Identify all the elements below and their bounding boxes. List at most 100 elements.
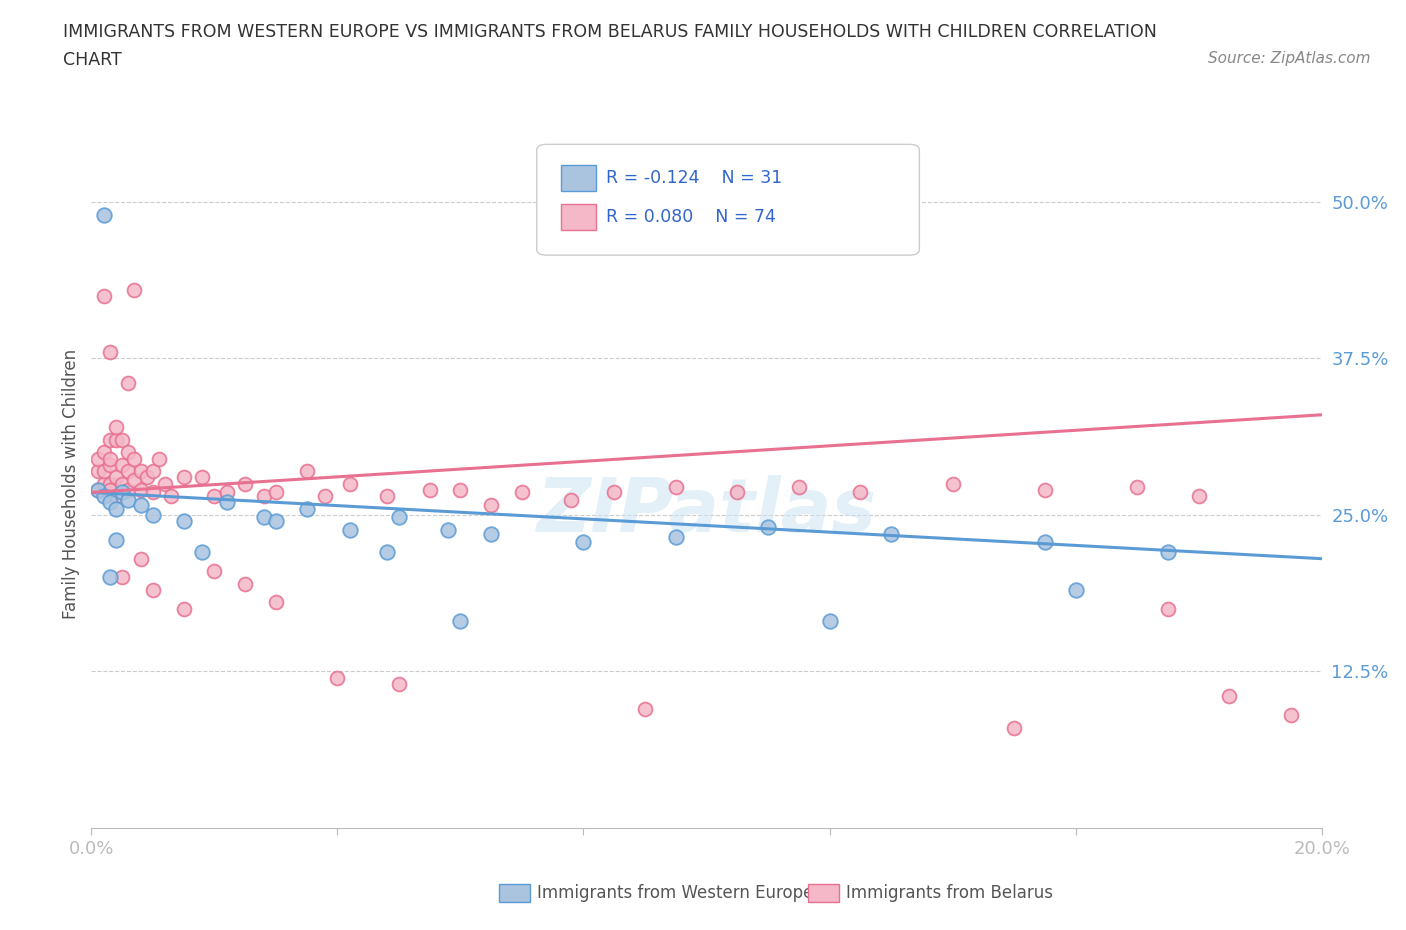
Point: [111, 485, 134, 499]
Point: [295, 464, 318, 479]
Text: R = 0.080    N = 74: R = 0.080 N = 74: [606, 208, 776, 226]
Point: [388, 676, 411, 691]
Point: [849, 485, 872, 499]
Point: [1033, 535, 1056, 550]
Point: [264, 513, 287, 528]
Text: ZIPatlas: ZIPatlas: [537, 474, 876, 548]
Text: Immigrants from Belarus: Immigrants from Belarus: [846, 884, 1053, 902]
Text: Source: ZipAtlas.com: Source: ZipAtlas.com: [1208, 51, 1371, 66]
Point: [880, 526, 903, 541]
Point: [449, 614, 471, 629]
Point: [135, 470, 157, 485]
Point: [173, 602, 195, 617]
Point: [117, 483, 139, 498]
Point: [117, 445, 139, 459]
Point: [98, 345, 121, 360]
Text: CHART: CHART: [63, 51, 122, 69]
Point: [142, 464, 165, 479]
Point: [98, 495, 121, 510]
Point: [117, 464, 139, 479]
Point: [665, 530, 688, 545]
Point: [93, 288, 115, 303]
Point: [111, 458, 134, 472]
Point: [233, 476, 256, 491]
Point: [1157, 545, 1180, 560]
Point: [314, 488, 336, 503]
Point: [98, 570, 121, 585]
Point: [449, 483, 471, 498]
Point: [124, 451, 146, 466]
Point: [264, 485, 287, 499]
Point: [129, 498, 152, 512]
FancyBboxPatch shape: [537, 144, 920, 255]
Point: [93, 445, 115, 459]
Point: [148, 451, 170, 466]
Point: [665, 480, 688, 495]
Point: [142, 582, 165, 597]
Point: [295, 501, 318, 516]
Point: [1218, 689, 1240, 704]
Point: [98, 476, 121, 491]
Point: [98, 432, 121, 447]
Point: [479, 526, 502, 541]
Point: [339, 476, 361, 491]
Point: [86, 451, 108, 466]
Point: [942, 476, 965, 491]
Point: [215, 485, 238, 499]
Point: [93, 207, 115, 222]
Point: [326, 671, 349, 685]
Point: [1033, 483, 1056, 498]
Point: [419, 483, 441, 498]
Point: [124, 282, 146, 297]
Point: [253, 510, 276, 525]
Point: [105, 501, 127, 516]
Point: [191, 470, 214, 485]
Point: [1126, 480, 1149, 495]
Point: [339, 523, 361, 538]
Point: [264, 595, 287, 610]
Point: [560, 492, 582, 507]
Point: [160, 488, 183, 503]
Y-axis label: Family Households with Children: Family Households with Children: [62, 349, 80, 618]
Point: [129, 483, 152, 498]
Point: [105, 488, 127, 503]
Point: [375, 488, 398, 503]
Text: R = -0.124    N = 31: R = -0.124 N = 31: [606, 169, 782, 187]
Point: [98, 458, 121, 472]
Point: [634, 701, 657, 716]
Point: [93, 488, 115, 503]
Point: [191, 545, 214, 560]
Point: [388, 510, 411, 525]
Point: [142, 508, 165, 523]
Point: [86, 483, 108, 498]
Point: [105, 470, 127, 485]
Point: [117, 376, 139, 391]
Point: [105, 419, 127, 434]
Point: [233, 577, 256, 591]
Point: [1187, 488, 1209, 503]
Point: [111, 570, 134, 585]
Point: [603, 485, 626, 499]
Point: [111, 476, 134, 491]
Point: [818, 614, 841, 629]
Point: [142, 485, 165, 499]
Point: [98, 451, 121, 466]
Point: [202, 564, 225, 578]
Text: IMMIGRANTS FROM WESTERN EUROPE VS IMMIGRANTS FROM BELARUS FAMILY HOUSEHOLDS WITH: IMMIGRANTS FROM WESTERN EUROPE VS IMMIGR…: [63, 23, 1157, 41]
Point: [86, 483, 108, 498]
Point: [129, 464, 152, 479]
Point: [129, 551, 152, 566]
Point: [173, 470, 195, 485]
Point: [437, 523, 460, 538]
Point: [111, 432, 134, 447]
Point: [173, 513, 195, 528]
Point: [572, 535, 595, 550]
Bar: [561, 165, 596, 192]
Point: [117, 492, 139, 507]
Point: [756, 520, 779, 535]
Bar: [561, 205, 596, 231]
Point: [253, 488, 276, 503]
Point: [1002, 720, 1025, 735]
Text: Immigrants from Western Europe: Immigrants from Western Europe: [537, 884, 814, 902]
Point: [202, 488, 225, 503]
